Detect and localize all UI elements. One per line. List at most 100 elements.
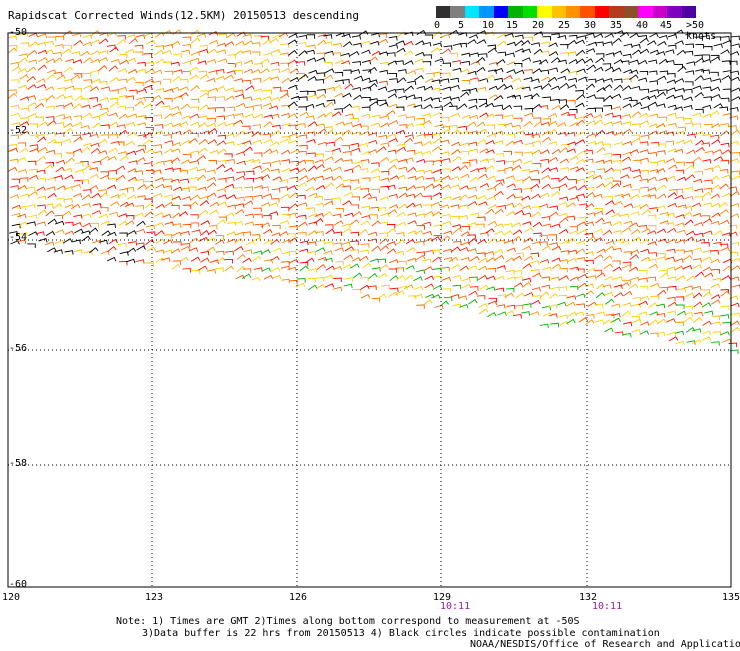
wind-barb — [692, 292, 703, 299]
wind-barb — [584, 158, 594, 164]
wind-barb — [395, 40, 406, 45]
wind-barb — [73, 115, 83, 120]
wind-barb — [92, 103, 103, 108]
wind-barb — [143, 53, 153, 58]
wind-barb — [127, 168, 138, 173]
wind-barb — [694, 130, 704, 136]
wind-barb — [389, 78, 398, 83]
lat-label: -60 — [9, 579, 28, 590]
wind-barb — [153, 144, 163, 149]
wind-barb — [145, 148, 155, 154]
wind-barb — [541, 216, 551, 221]
wind-barb — [370, 162, 380, 167]
wind-barb — [36, 186, 46, 192]
wind-barb — [621, 227, 632, 233]
wind-barb — [551, 148, 562, 155]
wind-barb — [395, 267, 405, 272]
wind-barb — [604, 276, 614, 281]
wind-barb — [63, 238, 73, 244]
wind-barb — [667, 44, 677, 50]
wind-barb — [127, 131, 137, 137]
wind-barb — [677, 176, 687, 182]
wind-barb — [377, 206, 387, 212]
wind-barb — [243, 200, 254, 206]
wind-barb — [137, 61, 146, 67]
wind-barb — [296, 61, 306, 66]
wind-barb — [182, 43, 192, 49]
wind-barb — [46, 132, 56, 137]
wind-barb — [441, 276, 452, 282]
wind-barb — [362, 96, 371, 102]
wind-barb — [657, 75, 667, 81]
wind-barb — [629, 222, 639, 228]
wind-barb — [288, 49, 298, 56]
wind-barb — [164, 221, 174, 227]
wind-barb — [711, 269, 720, 274]
wind-barb — [432, 71, 442, 77]
wind-barb — [217, 121, 227, 127]
wind-barb — [279, 179, 289, 184]
wind-barb — [128, 68, 138, 74]
wind-barb — [694, 196, 703, 201]
wind-barb — [197, 186, 207, 192]
wind-barb — [27, 243, 36, 248]
wind-barb — [595, 53, 605, 58]
wind-barb — [487, 267, 497, 273]
wind-barb — [548, 67, 559, 73]
wind-barb — [711, 321, 721, 326]
wind-barb — [108, 170, 118, 175]
wind-barb — [108, 177, 118, 182]
wind-barb — [702, 133, 712, 139]
wind-barb — [209, 39, 219, 45]
wind-barb — [469, 148, 479, 154]
wind-barb — [424, 275, 434, 280]
wind-barb — [324, 62, 333, 67]
wind-barb — [683, 88, 693, 94]
wind-barb — [511, 222, 522, 227]
wind-barb — [118, 113, 129, 120]
wind-barb — [244, 186, 254, 191]
wind-barb — [476, 252, 486, 257]
wind-barb — [577, 216, 587, 222]
wind-barb — [702, 113, 712, 118]
wind-barb — [557, 131, 567, 137]
wind-barb — [73, 39, 83, 46]
wind-barb — [422, 230, 433, 236]
wind-barb — [263, 121, 273, 128]
wind-barb — [730, 302, 740, 308]
wind-barb — [596, 86, 606, 93]
wind-barb — [55, 159, 66, 165]
wind-barb — [458, 125, 468, 131]
wind-barb — [341, 79, 350, 84]
wind-barb — [82, 189, 92, 194]
wind-barb — [200, 90, 209, 95]
wind-barb — [559, 147, 569, 154]
wind-barb — [613, 84, 624, 91]
wind-barb — [425, 160, 434, 165]
wind-barb — [497, 123, 507, 129]
wind-barb — [632, 174, 643, 180]
wind-barb — [476, 223, 485, 229]
wind-barb — [701, 142, 711, 147]
wind-barb — [630, 194, 640, 200]
wind-barb — [387, 209, 398, 215]
wind-barb — [530, 311, 540, 316]
wind-barb — [674, 40, 684, 45]
wind-barb — [306, 57, 317, 62]
wind-barb — [440, 151, 450, 156]
wind-barb — [404, 60, 414, 65]
wind-barb — [368, 231, 378, 237]
wind-barb — [558, 196, 569, 202]
wind-barb — [416, 225, 425, 230]
wind-barb — [63, 197, 73, 203]
wind-barb — [287, 39, 298, 45]
wind-barb — [398, 285, 408, 291]
wind-barb — [631, 134, 641, 140]
wind-barb — [398, 203, 408, 209]
wind-barb — [713, 103, 723, 109]
wind-barb — [182, 223, 192, 229]
lon-label: 120 — [2, 592, 21, 603]
wind-barb — [722, 321, 732, 327]
wind-barb — [217, 42, 227, 48]
pass-time: 10:11 — [440, 601, 471, 612]
